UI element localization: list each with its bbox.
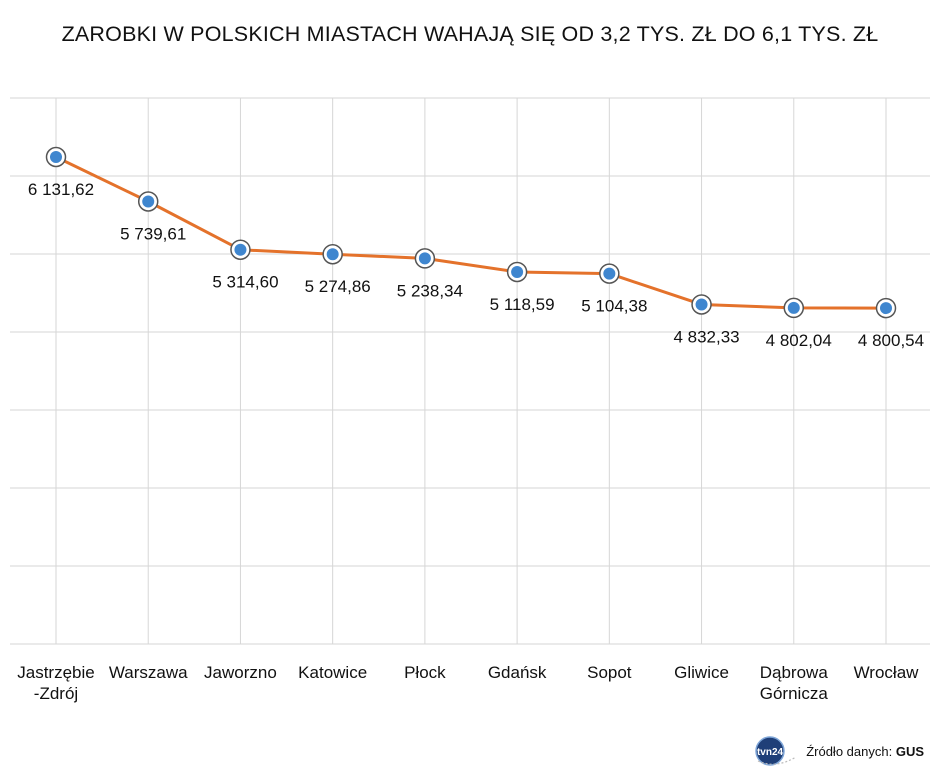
series-line-layer <box>55 155 887 310</box>
value-label: 5 104,38 <box>581 297 647 316</box>
category-label: Dąbrowa Górnicza <box>760 663 829 703</box>
value-label: 6 131,62 <box>28 180 94 199</box>
source-text: Źródło danych: GUS <box>806 744 924 759</box>
category-label: Warszawa <box>109 663 188 682</box>
value-label: 4 832,33 <box>673 327 739 346</box>
series-line <box>55 155 887 310</box>
value-label: 4 802,04 <box>766 331 832 350</box>
category-label: Jastrzębie -Zdrój <box>17 663 94 703</box>
line-chart: 6 131,62 5 739,61 5 314,60 5 274,86 5 238,34… <box>10 97 930 703</box>
data-point <box>414 248 436 269</box>
category-label: Katowice <box>298 663 367 682</box>
data-point <box>599 263 620 284</box>
gridlines <box>10 97 930 645</box>
data-point <box>230 239 251 260</box>
category-label: Gliwice <box>674 663 729 682</box>
source-prefix: Źródło danych: <box>806 743 893 759</box>
logo-text: tvn24 <box>757 747 784 758</box>
value-label: 5 118,59 <box>490 295 555 314</box>
category-label: Płock <box>404 663 446 682</box>
data-point <box>691 294 712 315</box>
source-footer: tvn24 Źródło danych: GUS <box>754 735 924 767</box>
value-label: 5 739,61 <box>120 224 186 243</box>
value-label: 5 238,34 <box>397 281 463 300</box>
category-label: Jaworzno <box>204 663 277 682</box>
source-name: GUS <box>895 743 924 759</box>
category-label: Gdańsk <box>488 663 547 682</box>
value-labels: 6 131,62 5 739,61 5 314,60 5 274,86 5 238,34… <box>28 180 924 350</box>
chart-title: ZAROBKI W POLSKICH MIASTACH WAHAJĄ SIĘ O… <box>61 22 879 46</box>
value-label: 4 800,54 <box>858 331 924 350</box>
category-label: Sopot <box>587 663 632 682</box>
markers <box>45 146 897 319</box>
data-point <box>783 297 805 319</box>
category-labels: Jastrzębie -Zdrój Warszawa Jaworzno Katowice… <box>17 663 919 703</box>
data-point <box>137 191 159 212</box>
category-label: Wrocław <box>854 663 920 682</box>
data-point <box>322 243 343 265</box>
tvn24-logo-icon: tvn24 <box>755 736 797 766</box>
value-label: 5 314,60 <box>212 273 278 292</box>
data-point <box>506 261 528 283</box>
value-label: 5 274,86 <box>305 277 371 296</box>
data-point <box>45 146 67 168</box>
data-point <box>875 297 897 319</box>
